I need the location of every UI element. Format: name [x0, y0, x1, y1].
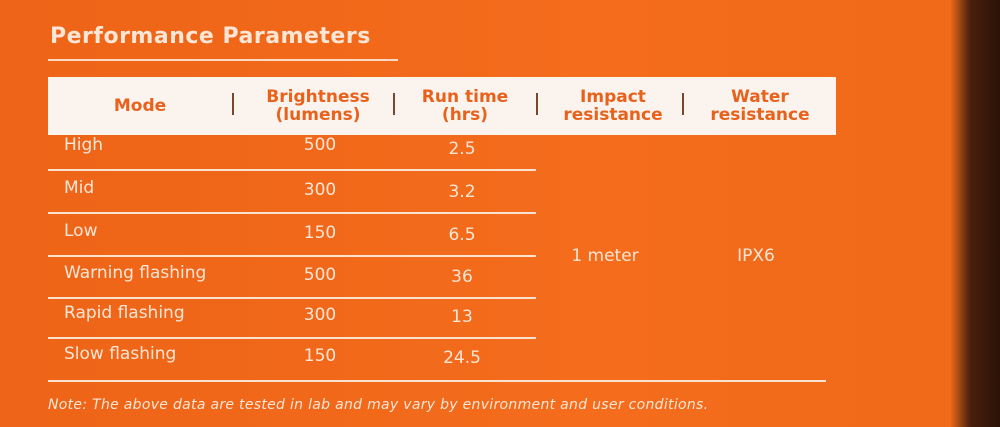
header-separator — [536, 93, 538, 115]
title: Performance Parameters — [50, 24, 371, 49]
water-cell: IPX6 — [737, 246, 775, 266]
title-underline — [48, 59, 398, 61]
note: Note: The above data are tested in lab a… — [48, 397, 709, 413]
brightness-cell: 300 — [303, 305, 337, 325]
mode-cell: Mid — [64, 178, 95, 198]
runtime-cell: 2.5 — [448, 139, 476, 159]
header-band — [48, 77, 836, 135]
header-cell: Brightness (lumens) — [266, 87, 370, 125]
header-separator — [682, 93, 684, 115]
row-rule — [48, 169, 536, 171]
header-separator — [393, 93, 395, 115]
brightness-cell: 300 — [303, 180, 337, 200]
mode-cell: Low — [64, 221, 98, 241]
row-rule — [48, 212, 536, 214]
brightness-cell: 500 — [303, 135, 337, 155]
impact-cell: 1 meter — [571, 246, 639, 266]
brightness-cell: 150 — [303, 346, 337, 366]
row-rule — [48, 255, 536, 257]
runtime-cell: 36 — [451, 267, 473, 287]
mode-cell: Warning flashing — [64, 263, 207, 283]
runtime-cell: 24.5 — [443, 348, 481, 368]
header-cell: Run time (hrs) — [421, 87, 509, 125]
brightness-cell: 500 — [303, 265, 337, 285]
header-cell: Impact resistance — [563, 87, 663, 125]
runtime-cell: 6.5 — [448, 225, 476, 245]
runtime-cell: 13 — [451, 307, 473, 327]
mode-cell: Rapid flashing — [64, 303, 185, 323]
runtime-cell: 3.2 — [448, 182, 476, 202]
row-rule — [48, 337, 536, 339]
mode-cell: High — [64, 135, 104, 155]
header-cell: Water resistance — [710, 87, 810, 125]
header-cell: Mode — [113, 96, 167, 116]
header-separator — [232, 93, 234, 115]
mode-cell: Slow flashing — [64, 344, 177, 364]
brightness-cell: 150 — [303, 223, 337, 243]
table-bottom-rule — [48, 380, 826, 382]
row-rule — [48, 297, 536, 299]
